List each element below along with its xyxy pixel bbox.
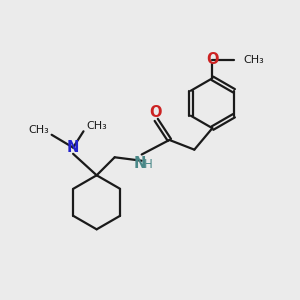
Text: CH₃: CH₃ <box>28 124 49 135</box>
Text: O: O <box>149 105 162 120</box>
Text: CH₃: CH₃ <box>86 121 107 131</box>
Text: N: N <box>134 156 146 171</box>
Text: CH₃: CH₃ <box>244 55 264 64</box>
Text: O: O <box>206 52 219 67</box>
Text: H: H <box>144 158 153 171</box>
Text: N: N <box>67 140 79 155</box>
